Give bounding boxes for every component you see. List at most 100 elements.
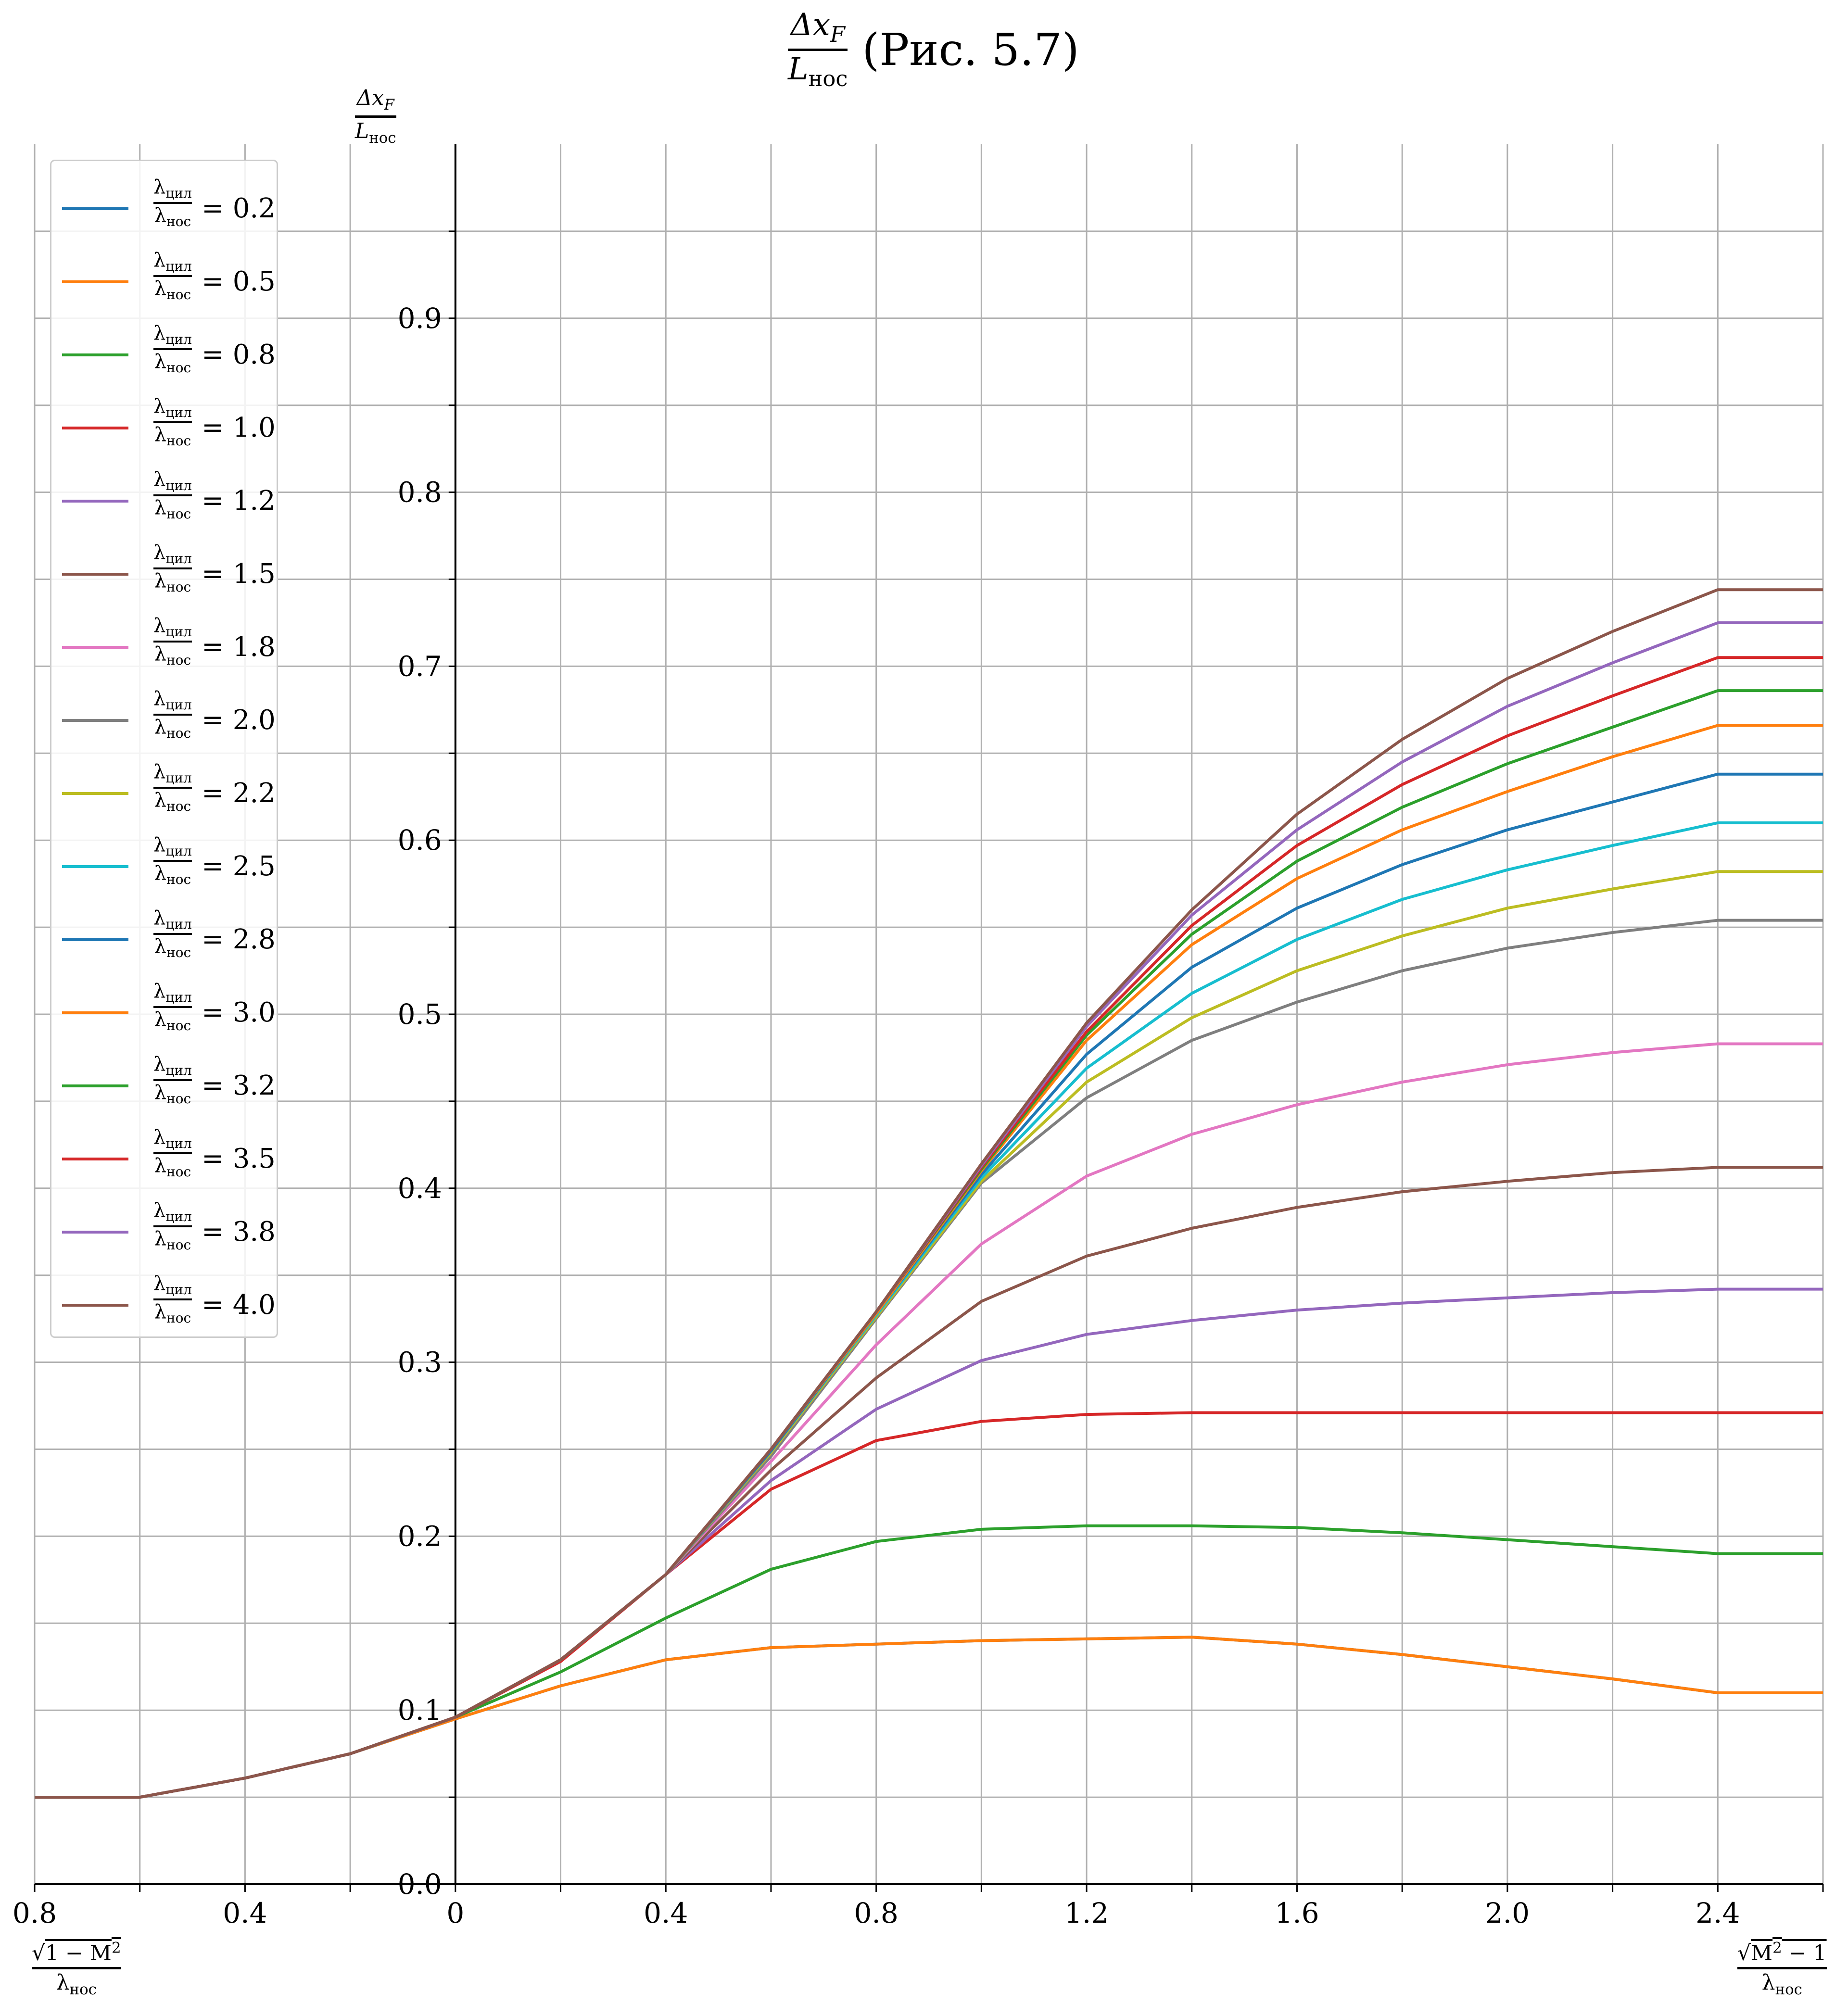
legend-num-sub: цил [165, 1062, 192, 1078]
legend-swatch [62, 353, 128, 356]
legend-item: λцил λнос = 2.2 [51, 756, 277, 829]
legend-num: λцил [153, 1273, 192, 1298]
legend-fraction-bar [153, 860, 192, 862]
title-fraction: ΔxF Lнос [788, 10, 848, 89]
legend-value: = 0.5 [202, 266, 276, 297]
series-line [35, 588, 1823, 1799]
legend-den-sub: нос [166, 433, 191, 449]
legend-fraction-bar [153, 1298, 192, 1300]
legend-den: λнос [154, 1008, 191, 1033]
y-tick-label: 0.6 [398, 824, 442, 857]
legend-den-sub: нос [166, 652, 191, 668]
legend-swatch [62, 719, 128, 722]
legend-swatch [62, 865, 128, 868]
x-right-bar [1737, 1966, 1827, 1969]
series-line [35, 1411, 1823, 1799]
legend-num: λцил [153, 615, 192, 640]
legend-value: = 2.2 [202, 778, 276, 809]
legend-den: λнос [154, 643, 191, 668]
legend-den: λнос [154, 204, 191, 229]
y-tick-label: 0.8 [398, 476, 442, 509]
series-line [35, 821, 1823, 1799]
series-line [35, 919, 1823, 1799]
legend-fraction-bar [153, 421, 192, 423]
legend-swatch [62, 646, 128, 649]
x-left-den-sub: нос [69, 1980, 97, 1998]
legend-swatch [62, 280, 128, 283]
legend-item: λцил λнос = 3.2 [51, 1048, 277, 1121]
legend-fraction: λцил λнос [153, 1201, 192, 1252]
legend-fraction: λцил λнос [153, 324, 192, 375]
series-line [35, 870, 1823, 1799]
x-left-bar [32, 1966, 121, 1969]
x-tick-label: 0.4 [644, 1897, 688, 1929]
legend-num: λцил [153, 176, 192, 201]
legend-item: λцил λнос = 3.0 [51, 975, 277, 1048]
x-left-num: 1 − M [45, 1940, 112, 1966]
legend-item: λцил λнос = 1.8 [51, 609, 277, 682]
legend-den-sub: нос [166, 506, 191, 522]
legend-fraction: λцил λнос [153, 908, 192, 959]
legend-num: λцил [153, 907, 192, 932]
legend-fraction: λцил λнос [153, 397, 192, 448]
legend-den-sub: нос [166, 871, 191, 887]
legend-item: λцил λнос = 4.0 [51, 1267, 277, 1340]
legend-fraction: λцил λнос [153, 982, 192, 1033]
legend-num-sub: цил [165, 1135, 192, 1151]
x-right-den: λ [1761, 1970, 1775, 1995]
series-line [35, 1636, 1823, 1799]
legend-den: λнос [154, 1082, 191, 1107]
x-tick-label: 1.2 [1064, 1897, 1109, 1929]
series-line [35, 621, 1823, 1799]
legend-swatch [62, 938, 128, 941]
title-num-sub: F [830, 21, 845, 47]
legend-den-sub: нос [166, 945, 191, 960]
legend-value: = 1.5 [202, 558, 276, 590]
legend-den-sub: нос [166, 1164, 191, 1180]
series-line [35, 1636, 1823, 1799]
legend-item: λцил λнос = 2.0 [51, 682, 277, 756]
legend-value: = 0.2 [202, 193, 276, 224]
y-label-den-sub: нос [369, 129, 396, 147]
legend-den: λнос [154, 789, 191, 814]
legend-den-sub: нос [166, 1018, 191, 1033]
legend-swatch [62, 1231, 128, 1234]
legend-item: λцил λнос = 3.5 [51, 1121, 277, 1194]
legend-num: λцил [153, 834, 192, 859]
legend-item: λцил λнос = 1.5 [51, 536, 277, 609]
legend-fraction-bar [153, 494, 192, 496]
legend-item: λцил λнос = 0.2 [51, 171, 277, 244]
legend-fraction-bar [153, 1152, 192, 1154]
legend-fraction: λцил λнос [153, 543, 192, 594]
legend-swatch [62, 792, 128, 795]
legend-swatch [62, 500, 128, 503]
legend-item: λцил λнос = 0.5 [51, 244, 277, 317]
legend-fraction: λцил λнос [153, 470, 192, 521]
legend-num-sub: цил [165, 185, 192, 201]
x-tick-label: 0.8 [13, 1897, 57, 1929]
legend-item: λцил λнос = 2.8 [51, 902, 277, 975]
legend-value: = 3.5 [202, 1143, 276, 1174]
legend-num-sub: цил [165, 331, 192, 347]
legend-num: λцил [153, 542, 192, 567]
legend-num: λцил [153, 688, 192, 713]
legend-swatch [62, 1011, 128, 1014]
legend-value: = 0.8 [202, 339, 276, 370]
series-line [35, 1166, 1823, 1799]
y-tick-label: 0.9 [398, 302, 442, 335]
legend-num: λцил [153, 1126, 192, 1151]
legend-fraction-bar [153, 933, 192, 935]
legend-fraction-bar [153, 1079, 192, 1081]
legend-item: λцил λнос = 3.8 [51, 1194, 277, 1267]
legend-item: λцил λнос = 1.2 [51, 463, 277, 536]
legend-den: λнос [154, 570, 191, 595]
x-tick-label: 0 [446, 1897, 464, 1929]
legend-den: λнос [154, 351, 191, 376]
series-line [35, 656, 1823, 1799]
legend-num: λцил [153, 322, 192, 347]
x-right-num: M [1751, 1940, 1773, 1966]
legend-den: λнос [154, 1155, 191, 1180]
y-tick-label: 0.7 [398, 650, 442, 682]
legend-den-sub: нос [166, 1237, 191, 1253]
legend-fraction-bar [153, 787, 192, 789]
